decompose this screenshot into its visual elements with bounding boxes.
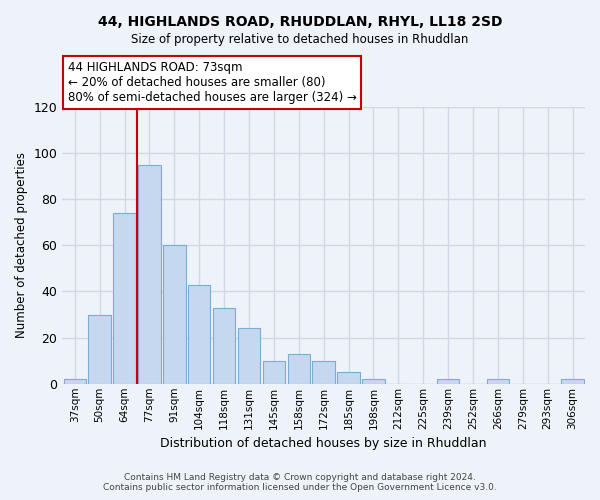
Bar xyxy=(287,354,310,384)
Bar xyxy=(188,284,211,384)
Text: Size of property relative to detached houses in Rhuddlan: Size of property relative to detached ho… xyxy=(131,32,469,46)
Bar xyxy=(263,360,285,384)
Bar xyxy=(487,379,509,384)
Text: 44, HIGHLANDS ROAD, RHUDDLAN, RHYL, LL18 2SD: 44, HIGHLANDS ROAD, RHUDDLAN, RHYL, LL18… xyxy=(98,15,502,29)
Bar xyxy=(238,328,260,384)
Bar xyxy=(313,360,335,384)
Bar xyxy=(362,379,385,384)
Text: 44 HIGHLANDS ROAD: 73sqm
← 20% of detached houses are smaller (80)
80% of semi-d: 44 HIGHLANDS ROAD: 73sqm ← 20% of detach… xyxy=(68,61,356,104)
Bar xyxy=(64,379,86,384)
Bar xyxy=(437,379,460,384)
Bar xyxy=(113,213,136,384)
X-axis label: Distribution of detached houses by size in Rhuddlan: Distribution of detached houses by size … xyxy=(160,437,487,450)
Bar xyxy=(562,379,584,384)
Bar xyxy=(138,164,161,384)
Y-axis label: Number of detached properties: Number of detached properties xyxy=(15,152,28,338)
Bar xyxy=(213,308,235,384)
Bar xyxy=(163,246,185,384)
Text: Contains HM Land Registry data © Crown copyright and database right 2024.
Contai: Contains HM Land Registry data © Crown c… xyxy=(103,473,497,492)
Bar xyxy=(337,372,360,384)
Bar xyxy=(88,314,111,384)
